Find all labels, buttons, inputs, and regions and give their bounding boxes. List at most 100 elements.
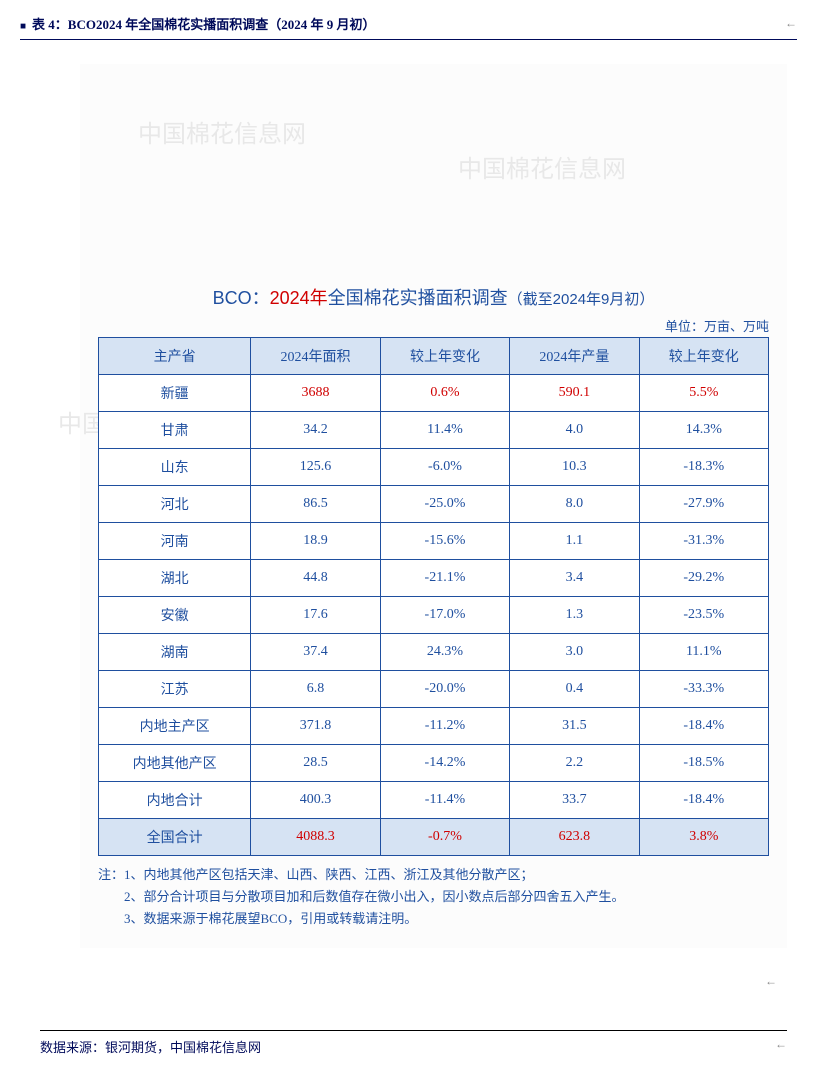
title-main: 全国棉花实播面积调查 bbox=[328, 288, 508, 308]
table-row: 内地合计400.3-11.4%33.7-18.4% bbox=[99, 782, 769, 819]
caption-text: 表 4：BCO2024 年全国棉花实播面积调查（2024 年 9 月初） bbox=[32, 17, 375, 32]
data-table: 主产省 2024年面积 较上年变化 2024年产量 较上年变化 新疆36880.… bbox=[98, 337, 769, 856]
cell-area: 3688 bbox=[251, 375, 380, 412]
cell-yield-change: -18.4% bbox=[639, 708, 768, 745]
cell-yield: 8.0 bbox=[510, 486, 639, 523]
figure-caption-row: ■ 表 4：BCO2024 年全国棉花实播面积调查（2024 年 9 月初） ← bbox=[20, 8, 797, 40]
cell-yield-change: 11.1% bbox=[639, 634, 768, 671]
cell-area: 17.6 bbox=[251, 597, 380, 634]
cell-province: 山东 bbox=[99, 449, 251, 486]
cell-yield: 1.3 bbox=[510, 597, 639, 634]
cell-area-change: -25.0% bbox=[380, 486, 509, 523]
cell-yield: 3.0 bbox=[510, 634, 639, 671]
cell-yield-change: -23.5% bbox=[639, 597, 768, 634]
cell-area: 18.9 bbox=[251, 523, 380, 560]
cell-area-change: -21.1% bbox=[380, 560, 509, 597]
table-row: 内地其他产区28.5-14.2%2.2-18.5% bbox=[99, 745, 769, 782]
figure-caption: ■ 表 4：BCO2024 年全国棉花实播面积调查（2024 年 9 月初） bbox=[20, 14, 375, 33]
cell-yield: 3.4 bbox=[510, 560, 639, 597]
cell-area: 4088.3 bbox=[251, 819, 380, 856]
watermark-text: 中国棉花信息网 bbox=[458, 149, 817, 184]
cell-yield-change: 3.8% bbox=[639, 819, 768, 856]
bullet-icon: ■ bbox=[20, 21, 26, 32]
title-year: 2024年 bbox=[270, 288, 328, 308]
cell-yield: 10.3 bbox=[510, 449, 639, 486]
cell-yield-change: -33.3% bbox=[639, 671, 768, 708]
table-notes: 注：1、内地其他产区包括天津、山西、陕西、江西、浙江及其他分散产区； 2、部分合… bbox=[98, 864, 769, 930]
cell-yield: 2.2 bbox=[510, 745, 639, 782]
cell-area-change: 11.4% bbox=[380, 412, 509, 449]
cell-province: 内地主产区 bbox=[99, 708, 251, 745]
unit-label: 单位：万亩、万吨 bbox=[98, 316, 769, 335]
table-row: 内地主产区371.8-11.2%31.5-18.4% bbox=[99, 708, 769, 745]
cell-area: 6.8 bbox=[251, 671, 380, 708]
cell-yield: 4.0 bbox=[510, 412, 639, 449]
cell-yield: 31.5 bbox=[510, 708, 639, 745]
table-row: 湖北44.8-21.1%3.4-29.2% bbox=[99, 560, 769, 597]
cell-area: 34.2 bbox=[251, 412, 380, 449]
table-header-row: 主产省 2024年面积 较上年变化 2024年产量 较上年变化 bbox=[99, 338, 769, 375]
cell-province: 河南 bbox=[99, 523, 251, 560]
source-row: 数据来源：银河期货，中国棉花信息网 ← bbox=[40, 1030, 787, 1056]
table-row: 全国合计4088.3-0.7%623.83.8% bbox=[99, 819, 769, 856]
table-row: 江苏6.8-20.0%0.4-33.3% bbox=[99, 671, 769, 708]
cell-area-change: 0.6% bbox=[380, 375, 509, 412]
cell-province: 湖南 bbox=[99, 634, 251, 671]
cell-area: 86.5 bbox=[251, 486, 380, 523]
cell-yield: 1.1 bbox=[510, 523, 639, 560]
paragraph-mark-icon: ← bbox=[785, 16, 797, 30]
cell-area: 371.8 bbox=[251, 708, 380, 745]
cell-area: 37.4 bbox=[251, 634, 380, 671]
paragraph-mark-icon: ← bbox=[765, 974, 777, 988]
chart-title: BCO：2024年全国棉花实播面积调查（截至2024年9月初） bbox=[98, 284, 769, 310]
table-row: 甘肃34.211.4%4.014.3% bbox=[99, 412, 769, 449]
title-sub: （截至2024年9月初） bbox=[508, 291, 655, 308]
cell-province: 河北 bbox=[99, 486, 251, 523]
cell-province: 全国合计 bbox=[99, 819, 251, 856]
cell-area: 28.5 bbox=[251, 745, 380, 782]
chart-container: 中国棉花信息网 中国棉花信息网 中国棉花信息网 中国棉花信息网 中国棉花信息网 … bbox=[80, 64, 787, 948]
col-yield: 2024年产量 bbox=[510, 338, 639, 375]
cell-yield-change: 14.3% bbox=[639, 412, 768, 449]
cell-province: 新疆 bbox=[99, 375, 251, 412]
table-row: 湖南37.424.3%3.011.1% bbox=[99, 634, 769, 671]
col-yield-change: 较上年变化 bbox=[639, 338, 768, 375]
cell-yield: 623.8 bbox=[510, 819, 639, 856]
cell-area: 400.3 bbox=[251, 782, 380, 819]
cell-province: 内地合计 bbox=[99, 782, 251, 819]
cell-area-change: -6.0% bbox=[380, 449, 509, 486]
cell-yield: 33.7 bbox=[510, 782, 639, 819]
cell-province: 甘肃 bbox=[99, 412, 251, 449]
table-row: 山东125.6-6.0%10.3-18.3% bbox=[99, 449, 769, 486]
cell-yield: 0.4 bbox=[510, 671, 639, 708]
cell-area-change: -17.0% bbox=[380, 597, 509, 634]
title-prefix: BCO： bbox=[213, 288, 270, 308]
cell-yield-change: -27.9% bbox=[639, 486, 768, 523]
cell-area-change: -14.2% bbox=[380, 745, 509, 782]
cell-area-change: 24.3% bbox=[380, 634, 509, 671]
table-row: 新疆36880.6%590.15.5% bbox=[99, 375, 769, 412]
table-row: 河南18.9-15.6%1.1-31.3% bbox=[99, 523, 769, 560]
watermark-text: 中国棉花信息网 bbox=[138, 114, 809, 149]
cell-area-change: -0.7% bbox=[380, 819, 509, 856]
table-row: 安徽17.6-17.0%1.3-23.5% bbox=[99, 597, 769, 634]
cell-area-change: -11.4% bbox=[380, 782, 509, 819]
cell-yield-change: 5.5% bbox=[639, 375, 768, 412]
cell-area: 44.8 bbox=[251, 560, 380, 597]
cell-area: 125.6 bbox=[251, 449, 380, 486]
cell-area-change: -11.2% bbox=[380, 708, 509, 745]
data-source: 数据来源：银河期货，中国棉花信息网 bbox=[40, 1037, 261, 1056]
cell-yield-change: -18.5% bbox=[639, 745, 768, 782]
cell-province: 湖北 bbox=[99, 560, 251, 597]
table-row: 河北86.5-25.0%8.0-27.9% bbox=[99, 486, 769, 523]
cell-yield: 590.1 bbox=[510, 375, 639, 412]
cell-province: 江苏 bbox=[99, 671, 251, 708]
cell-yield-change: -31.3% bbox=[639, 523, 768, 560]
col-area-change: 较上年变化 bbox=[380, 338, 509, 375]
cell-area-change: -15.6% bbox=[380, 523, 509, 560]
cell-area-change: -20.0% bbox=[380, 671, 509, 708]
cell-province: 安徽 bbox=[99, 597, 251, 634]
cell-province: 内地其他产区 bbox=[99, 745, 251, 782]
cell-yield-change: -18.4% bbox=[639, 782, 768, 819]
cell-yield-change: -18.3% bbox=[639, 449, 768, 486]
